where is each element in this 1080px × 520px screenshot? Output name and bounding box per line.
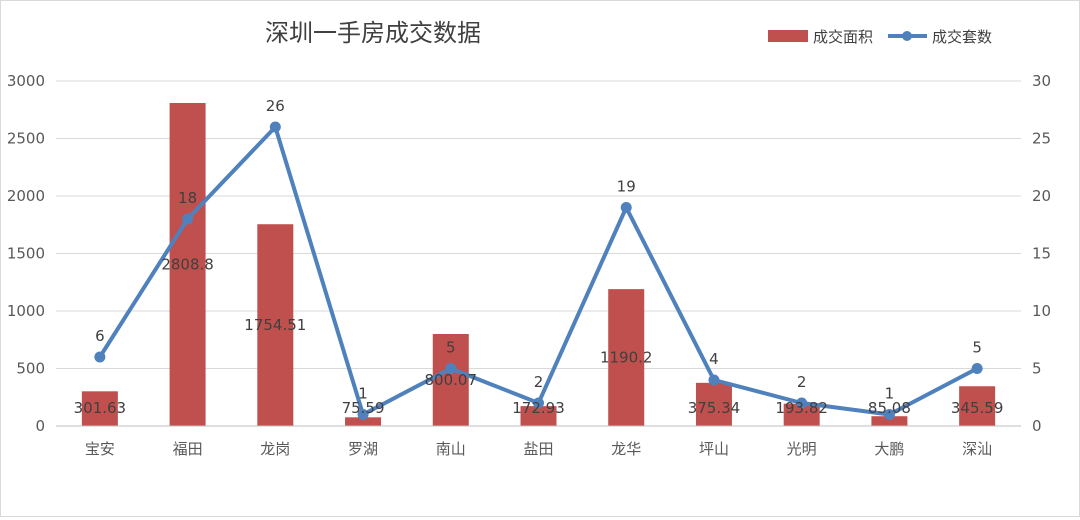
x-tick-label: 龙华	[611, 440, 641, 458]
legend-marker-line	[902, 31, 912, 41]
right-tick-label: 20	[1032, 187, 1051, 205]
legend-swatch-bar	[768, 30, 808, 42]
bar	[81, 391, 118, 426]
x-tick-label: 南山	[436, 440, 466, 458]
line-data-label: 2	[797, 373, 807, 391]
bar-series	[81, 102, 996, 426]
left-tick-label: 3000	[7, 72, 45, 90]
left-tick-label: 0	[35, 417, 45, 435]
line-data-label: 1	[358, 385, 368, 403]
bar-data-label: 800.07	[425, 371, 478, 389]
x-axis: 宝安 福田 龙岗 罗湖 南山 盐田 龙华 坪山 光明 大鹏 深汕	[56, 425, 1021, 458]
bar	[608, 289, 645, 426]
line-point	[94, 351, 106, 363]
line-point	[971, 363, 983, 374]
left-tick-label: 2000	[7, 187, 45, 205]
right-tick-label: 30	[1032, 72, 1051, 90]
x-tick-label: 宝安	[85, 440, 115, 458]
line-point	[445, 363, 457, 374]
line-data-label: 6	[95, 327, 105, 345]
bar	[783, 403, 820, 426]
chart-legend: 成交面积 成交套数	[768, 28, 992, 46]
left-tick-label: 500	[16, 360, 45, 378]
x-tick-label: 盐田	[523, 440, 553, 458]
bar-data-label: 1190.2	[600, 349, 653, 367]
line-point	[796, 397, 808, 409]
bar-data-label: 345.59	[951, 399, 1004, 417]
x-tick-label: 深汕	[962, 440, 992, 458]
right-tick-label: 10	[1032, 302, 1051, 320]
line-point	[620, 202, 632, 213]
line-data-label: 1	[885, 385, 895, 403]
bar	[959, 386, 996, 426]
line-data-label: 19	[617, 178, 636, 196]
bar	[345, 417, 382, 426]
right-y-axis: 0 5 10 15 20 25 30	[1032, 72, 1051, 435]
bar-data-label: 301.63	[74, 399, 127, 417]
series-line	[98, 125, 979, 417]
line-series	[94, 121, 983, 420]
bar	[257, 224, 294, 426]
legend-label-bar: 成交面积	[813, 28, 873, 46]
right-tick-label: 25	[1032, 130, 1051, 148]
x-tick-label: 光明	[787, 440, 817, 458]
line-point	[533, 397, 544, 409]
right-tick-label: 0	[1032, 417, 1042, 435]
line-point	[883, 409, 895, 420]
chart-title: 深圳一手房成交数据	[265, 19, 481, 47]
bar-data-label: 1754.51	[244, 316, 306, 334]
line-point	[269, 121, 281, 133]
bar-data-label: 75.59	[342, 399, 385, 417]
bar	[520, 406, 557, 426]
right-tick-label: 15	[1032, 245, 1051, 263]
bar-data-label: 85.08	[868, 399, 911, 417]
bar-data-label: 2808.8	[161, 255, 214, 273]
line-data-label: 4	[709, 350, 719, 368]
x-tick-label: 罗湖	[348, 440, 378, 458]
legend-label-line: 成交套数	[932, 28, 992, 46]
bar	[169, 102, 206, 426]
bar	[871, 416, 908, 426]
x-tick-label: 龙岗	[260, 440, 290, 458]
data-labels: 301.63 2808.8 1754.51 75.59 800.07 172.93 1190…	[74, 97, 1004, 417]
bar	[432, 333, 469, 426]
x-tick-label: 坪山	[699, 440, 729, 458]
bar-data-label: 172.93	[512, 399, 565, 417]
line-data-label: 5	[972, 339, 982, 357]
left-tick-label: 2500	[7, 130, 45, 148]
line-data-label: 5	[446, 339, 456, 357]
right-tick-label: 5	[1032, 360, 1042, 378]
line-point	[708, 374, 720, 386]
line-data-label: 26	[266, 97, 285, 115]
line-data-label: 2	[534, 373, 544, 391]
bar-data-label: 375.34	[688, 399, 741, 417]
line-data-label: 18	[178, 189, 197, 207]
x-tick-label: 大鹏	[874, 440, 904, 458]
bar	[695, 382, 732, 426]
left-tick-label: 1000	[7, 302, 45, 320]
x-tick-label: 福田	[173, 440, 203, 458]
line-point	[182, 213, 194, 225]
line-point	[357, 409, 369, 420]
bar-data-label: 193.82	[775, 399, 828, 417]
left-y-axis: 0 500 1000 1500 2000 2500 3000	[7, 72, 45, 435]
left-tick-label: 1500	[7, 245, 45, 263]
